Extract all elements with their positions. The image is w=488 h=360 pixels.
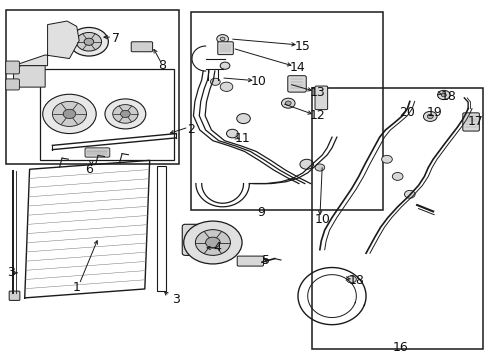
- Text: 16: 16: [391, 341, 407, 354]
- Bar: [40, 69, 174, 160]
- FancyBboxPatch shape: [6, 61, 20, 74]
- Text: 7: 7: [111, 32, 120, 45]
- Text: 13: 13: [309, 86, 325, 99]
- Text: 19: 19: [426, 106, 441, 120]
- Circle shape: [299, 159, 313, 169]
- Polygon shape: [14, 66, 45, 87]
- Circle shape: [195, 230, 230, 255]
- Circle shape: [52, 102, 86, 126]
- FancyBboxPatch shape: [237, 256, 263, 266]
- Circle shape: [404, 190, 414, 198]
- Circle shape: [441, 93, 446, 97]
- Circle shape: [63, 109, 76, 118]
- Text: 9: 9: [257, 206, 265, 219]
- Polygon shape: [14, 21, 79, 66]
- Circle shape: [120, 111, 130, 117]
- Circle shape: [216, 35, 228, 43]
- Text: 8: 8: [158, 59, 165, 72]
- Text: 10: 10: [251, 75, 266, 88]
- FancyBboxPatch shape: [287, 76, 305, 92]
- Circle shape: [220, 82, 232, 91]
- Text: 20: 20: [399, 106, 414, 120]
- Bar: [311, 88, 482, 348]
- Circle shape: [220, 62, 229, 69]
- Text: 12: 12: [309, 109, 325, 122]
- Text: 3: 3: [7, 266, 15, 279]
- Text: 5: 5: [262, 254, 270, 267]
- Circle shape: [381, 156, 391, 163]
- Circle shape: [210, 78, 220, 85]
- Text: 18: 18: [440, 90, 456, 103]
- Text: 18: 18: [347, 274, 364, 287]
- FancyBboxPatch shape: [131, 42, 152, 52]
- Circle shape: [427, 114, 432, 118]
- FancyBboxPatch shape: [85, 148, 110, 157]
- Circle shape: [285, 101, 290, 105]
- Circle shape: [437, 90, 449, 100]
- Text: 4: 4: [213, 241, 221, 255]
- Circle shape: [69, 27, 108, 56]
- Text: 1: 1: [73, 281, 81, 294]
- Circle shape: [281, 98, 294, 108]
- Circle shape: [113, 105, 138, 123]
- Circle shape: [423, 111, 436, 121]
- Bar: [6, 10, 179, 164]
- Circle shape: [220, 37, 224, 41]
- Circle shape: [346, 276, 356, 283]
- FancyBboxPatch shape: [217, 42, 233, 55]
- Text: 14: 14: [289, 61, 305, 74]
- Circle shape: [42, 94, 96, 134]
- Text: 17: 17: [467, 114, 483, 127]
- FancyBboxPatch shape: [9, 291, 20, 300]
- Text: 6: 6: [85, 163, 93, 176]
- Circle shape: [314, 164, 324, 171]
- Bar: [191, 12, 382, 210]
- Text: 3: 3: [172, 293, 180, 306]
- FancyBboxPatch shape: [6, 79, 20, 90]
- Circle shape: [391, 172, 402, 180]
- Circle shape: [236, 113, 250, 123]
- Text: 10: 10: [314, 213, 329, 226]
- Circle shape: [76, 32, 102, 51]
- Circle shape: [105, 99, 145, 129]
- Circle shape: [226, 129, 238, 138]
- FancyBboxPatch shape: [462, 113, 478, 131]
- Text: 2: 2: [187, 123, 195, 136]
- Circle shape: [205, 237, 220, 248]
- Circle shape: [183, 221, 242, 264]
- Bar: [157, 166, 165, 291]
- Circle shape: [84, 38, 94, 45]
- FancyBboxPatch shape: [182, 224, 214, 255]
- Text: 15: 15: [294, 40, 310, 53]
- Text: 11: 11: [234, 132, 249, 145]
- FancyBboxPatch shape: [314, 86, 327, 110]
